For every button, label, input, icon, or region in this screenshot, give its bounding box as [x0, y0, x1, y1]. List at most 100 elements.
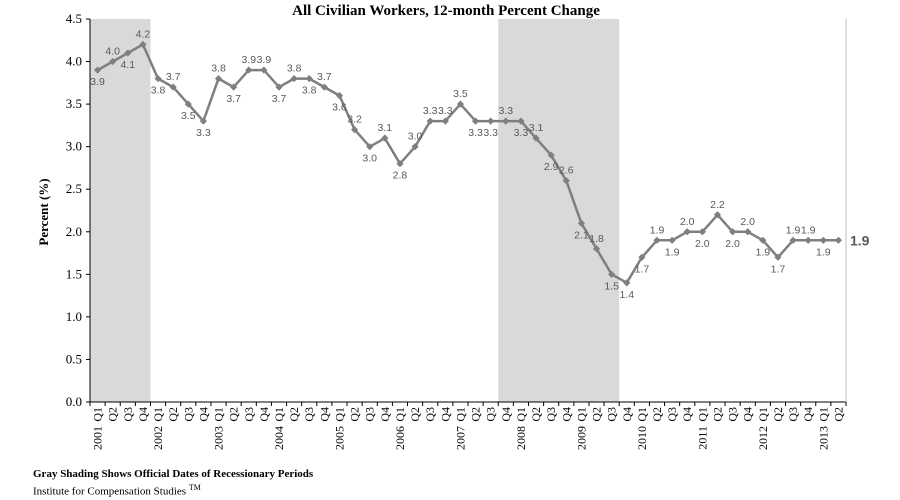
- data-point: [124, 49, 132, 57]
- x-tick-label-year: 2002: [151, 426, 165, 450]
- data-point: [154, 74, 162, 83]
- data-label: 4.0: [105, 46, 120, 58]
- data-label: 3.5: [181, 110, 196, 122]
- data-point: [109, 57, 117, 66]
- data-label: 2.8: [393, 170, 408, 182]
- data-point: [804, 236, 812, 244]
- data-point: [93, 66, 102, 74]
- data-point: [592, 245, 601, 253]
- x-tick-label-quarter: Q1: [635, 407, 649, 422]
- y-axis-label: Percent (%): [36, 178, 51, 245]
- y-tick-label: 2.5: [66, 181, 82, 196]
- data-point: [683, 228, 691, 236]
- data-label: 2.2: [710, 199, 725, 211]
- x-tick-label-quarter: Q2: [106, 407, 120, 422]
- x-tick-label-quarter: Q3: [121, 407, 135, 422]
- x-tick-label-quarter: Q1: [816, 407, 830, 422]
- data-label: 3.3: [483, 127, 498, 139]
- data-label: 3.5: [453, 88, 468, 100]
- data-point: [547, 151, 555, 159]
- x-tick-label-quarter: Q2: [710, 407, 724, 422]
- x-tick-label-quarter: Q3: [726, 407, 740, 422]
- x-tick-label-quarter: Q3: [605, 407, 619, 422]
- data-point: [502, 117, 510, 125]
- x-tick-label-quarter: Q1: [332, 407, 346, 422]
- data-label: 3.7: [272, 93, 287, 105]
- data-point: [759, 236, 767, 244]
- x-tick-labels-layer: Q1 Q2 Q3 Q4 Q1 Q2 Q3 Q4 Q1 Q2 Q3 Q4 Q1 Q2 Q3 Q4 Q1 Q2 Q3 Q4…: [91, 407, 846, 450]
- data-label: 2.9: [544, 161, 559, 173]
- x-tick-label-quarter: Q3: [544, 407, 558, 422]
- x-tick-label-year: 2010: [635, 426, 649, 450]
- trademark-mark: TM: [188, 483, 201, 492]
- data-point: [169, 83, 177, 91]
- data-point: [608, 270, 616, 278]
- data-point: [729, 228, 737, 236]
- data-label: 1.9: [665, 246, 680, 258]
- data-label: 4.2: [136, 29, 151, 41]
- data-label: 3.9: [241, 54, 256, 66]
- data-label: 4.1: [120, 59, 135, 71]
- data-point: [471, 117, 480, 125]
- data-label: 3.9: [257, 54, 272, 66]
- x-tick-label-quarter: Q2: [469, 407, 483, 422]
- recession-band-1: [90, 19, 151, 402]
- data-point: [290, 74, 298, 83]
- x-tick-label-year: 2001: [91, 426, 105, 450]
- x-tick-label-quarter: Q2: [287, 407, 301, 422]
- data-point: [638, 253, 646, 261]
- data-point: [396, 160, 404, 168]
- data-point: [577, 219, 585, 227]
- data-label: 2.0: [680, 216, 695, 228]
- data-label: 3.0: [362, 153, 377, 165]
- x-tick-label-quarter: Q2: [771, 407, 785, 422]
- x-tick-label-quarter: Q3: [242, 407, 256, 422]
- data-point: [744, 228, 752, 236]
- x-tick-label-quarter: Q1: [574, 407, 588, 422]
- x-tick-label-quarter: Q2: [348, 407, 362, 422]
- data-label: 3.8: [287, 63, 302, 75]
- x-tick-label-quarter: Q4: [801, 407, 815, 422]
- x-tick-label-quarter: Q1: [212, 407, 226, 422]
- x-tick-label-quarter: Q4: [680, 407, 694, 422]
- data-label: 2.6: [559, 165, 574, 177]
- x-tick-label-quarter: Q1: [393, 407, 407, 422]
- data-label: 2.0: [695, 238, 710, 250]
- data-label: 3.8: [211, 63, 226, 75]
- data-label: 1.4: [619, 289, 634, 301]
- y-tick-label: 1.5: [66, 266, 82, 281]
- recession-note: Gray Shading Shows Official Dates of Rec…: [33, 468, 314, 480]
- x-tick-label-year: 2013: [816, 426, 830, 450]
- data-point: [184, 100, 192, 108]
- x-tick-label-quarter: Q2: [831, 407, 845, 422]
- data-label: 1.8: [589, 233, 604, 245]
- data-point: [426, 117, 434, 125]
- x-tick-label-quarter: Q3: [423, 407, 437, 422]
- x-tick-label-year: 2006: [393, 426, 407, 450]
- data-label: 1.9: [850, 232, 870, 248]
- data-label: 3.3: [468, 127, 483, 139]
- y-tick-label: 1.0: [66, 309, 82, 324]
- x-tick-label-year: 2011: [695, 426, 709, 450]
- data-point: [199, 117, 207, 125]
- chart-title: All Civilian Workers, 12-month Percent C…: [292, 3, 600, 19]
- data-label: 1.9: [816, 246, 831, 258]
- data-label: 2.0: [740, 216, 755, 228]
- x-tick-label-quarter: Q3: [302, 407, 316, 422]
- data-point: [305, 74, 313, 83]
- data-label: 3.3: [196, 127, 211, 139]
- x-tick-label-quarter: Q3: [786, 407, 800, 422]
- x-tick-label-quarter: Q3: [181, 407, 195, 422]
- source-text: Institute for Compensation Studies: [33, 485, 187, 498]
- data-label: 1.9: [650, 224, 665, 236]
- data-point: [230, 83, 238, 91]
- data-label: 3.3: [498, 105, 513, 117]
- series-layer: [93, 40, 843, 287]
- x-tick-label-quarter: Q2: [166, 407, 180, 422]
- data-point: [819, 236, 827, 244]
- x-tick-label-quarter: Q2: [227, 407, 241, 422]
- x-tick-label-year: 2005: [332, 426, 346, 450]
- x-tick-label-quarter: Q2: [408, 407, 422, 422]
- x-tick-label-quarter: Q4: [499, 407, 513, 422]
